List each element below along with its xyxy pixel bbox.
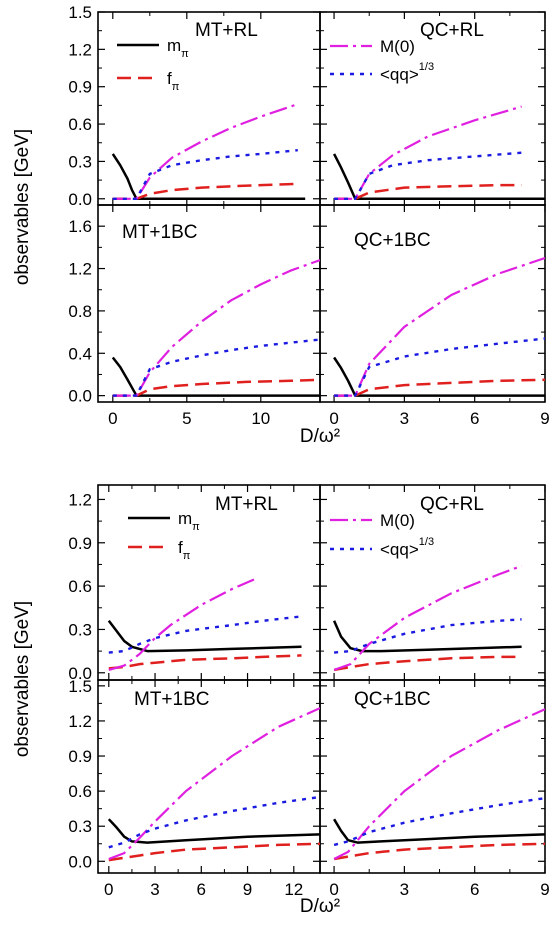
y-tick-label: 0.3 xyxy=(68,620,92,639)
y-tick-label: 1.2 xyxy=(68,712,92,731)
legend-label-M0: M(0) xyxy=(380,511,415,530)
series-line-m-pi xyxy=(107,620,302,653)
series-line-qq xyxy=(112,149,298,200)
series-line-M0 xyxy=(112,103,299,200)
panel-label: QC+RL xyxy=(420,494,484,515)
series-line-f-pi xyxy=(112,378,320,397)
curves-layer xyxy=(107,103,545,862)
y-axis-label: observables [GeV] xyxy=(12,129,33,285)
panel-label: MT+RL xyxy=(215,494,278,515)
y-tick-label: 0.9 xyxy=(68,534,92,553)
y-tick-label: 0.6 xyxy=(68,577,92,596)
y-tick-label: 0.3 xyxy=(68,152,92,171)
x-tick-label: 5 xyxy=(182,409,191,428)
y-tick-label: 1.2 xyxy=(68,260,92,279)
panel-label: QC+RL xyxy=(420,20,484,41)
series-line-qq xyxy=(108,615,302,654)
panel-label: MT+RL xyxy=(195,20,258,41)
x-tick-label: 0 xyxy=(329,409,338,428)
series-line-qq xyxy=(334,151,522,200)
x-axis-label: D/ω² xyxy=(300,896,340,917)
series-line-qq xyxy=(112,338,320,397)
x-tick-label: 12 xyxy=(284,880,303,899)
x-tick-label: 6 xyxy=(197,880,206,899)
series-line-qq xyxy=(333,796,545,847)
series-line-qq xyxy=(334,337,545,397)
x-tick-label: 3 xyxy=(400,409,409,428)
legend-label-m-pi: mπ xyxy=(167,36,189,60)
series-line-M0 xyxy=(334,256,545,397)
panel-label: QC+1BC xyxy=(354,230,431,251)
x-tick-label: 3 xyxy=(400,880,409,899)
x-tick-label: 9 xyxy=(243,880,252,899)
x-tick-label: 3 xyxy=(150,880,159,899)
panel-label: MT+1BC xyxy=(134,689,210,710)
y-tick-label: 0.6 xyxy=(68,115,92,134)
series-line-m-pi xyxy=(111,356,320,397)
x-tick-label: 6 xyxy=(470,880,479,899)
y-tick-label: 1.2 xyxy=(68,490,92,509)
series-line-m-pi xyxy=(111,153,306,201)
text-layer: 0.0 0.3 0.6 0.9 1.2 1.5 MT+RL QC+RL 0.0 0.4 0.8 1.2… xyxy=(12,3,550,917)
y-tick-label: 0.3 xyxy=(68,817,92,836)
x-tick-label: 0 xyxy=(104,880,113,899)
panel-label: MT+1BC xyxy=(122,222,198,243)
series-line-M0 xyxy=(333,708,545,860)
legend-label-M0: M(0) xyxy=(380,37,415,56)
legend-label-m-pi: mπ xyxy=(178,509,200,533)
series-line-M0 xyxy=(334,105,522,200)
y-tick-label: 1.6 xyxy=(68,217,92,236)
series-line-m-pi xyxy=(333,356,545,397)
y-tick-label: 1.2 xyxy=(68,40,92,59)
series-line-f-pi xyxy=(334,378,545,397)
y-tick-label: 0.8 xyxy=(68,302,92,321)
series-line-f-pi xyxy=(333,842,545,861)
legend-label-qq: <qq>1/3 xyxy=(380,61,434,84)
y-tick-label: 0.0 xyxy=(68,664,92,683)
series-line-qq xyxy=(333,618,522,654)
y-tick-label: 0.9 xyxy=(68,747,92,766)
series-line-f-pi xyxy=(112,182,298,201)
series-line-f-pi xyxy=(333,655,522,672)
x-tick-label: 9 xyxy=(540,880,549,899)
series-line-m-pi xyxy=(333,818,545,844)
x-tick-label: 9 xyxy=(540,409,549,428)
y-tick-label: 0.6 xyxy=(68,782,92,801)
y-tick-label: 0.0 xyxy=(68,190,92,209)
x-tick-label: 10 xyxy=(251,409,270,428)
x-axis-label: D/ω² xyxy=(300,426,340,447)
y-axis-label: observables [GeV] xyxy=(12,601,33,757)
axes-layer xyxy=(97,11,546,874)
legend-label-f-pi: fπ xyxy=(178,538,191,562)
y-tick-label: 1.5 xyxy=(68,677,92,696)
series-line-M0 xyxy=(108,577,256,671)
x-tick-label: 0 xyxy=(329,880,338,899)
series-line-m-pi xyxy=(332,620,522,653)
series-line-M0 xyxy=(333,564,522,671)
legend-label-f-pi: fπ xyxy=(167,69,180,93)
x-tick-label: 0 xyxy=(108,409,117,428)
y-tick-label: 0.0 xyxy=(68,387,92,406)
series-line-m-pi xyxy=(107,818,320,844)
series-line-m-pi xyxy=(332,153,545,201)
y-tick-label: 0.0 xyxy=(68,852,92,871)
y-tick-label: 0.4 xyxy=(68,344,92,363)
series-line-f-pi xyxy=(108,842,320,862)
panel-frame xyxy=(319,204,546,403)
y-tick-label: 1.5 xyxy=(68,3,92,22)
series-line-M0 xyxy=(112,259,320,397)
legend-label-qq: <qq>1/3 xyxy=(380,536,434,559)
panel-frame xyxy=(319,679,546,874)
x-tick-label: 6 xyxy=(470,409,479,428)
y-tick-label: 0.9 xyxy=(68,78,92,97)
series-line-f-pi xyxy=(108,654,302,670)
panel-label: QC+1BC xyxy=(354,689,431,710)
